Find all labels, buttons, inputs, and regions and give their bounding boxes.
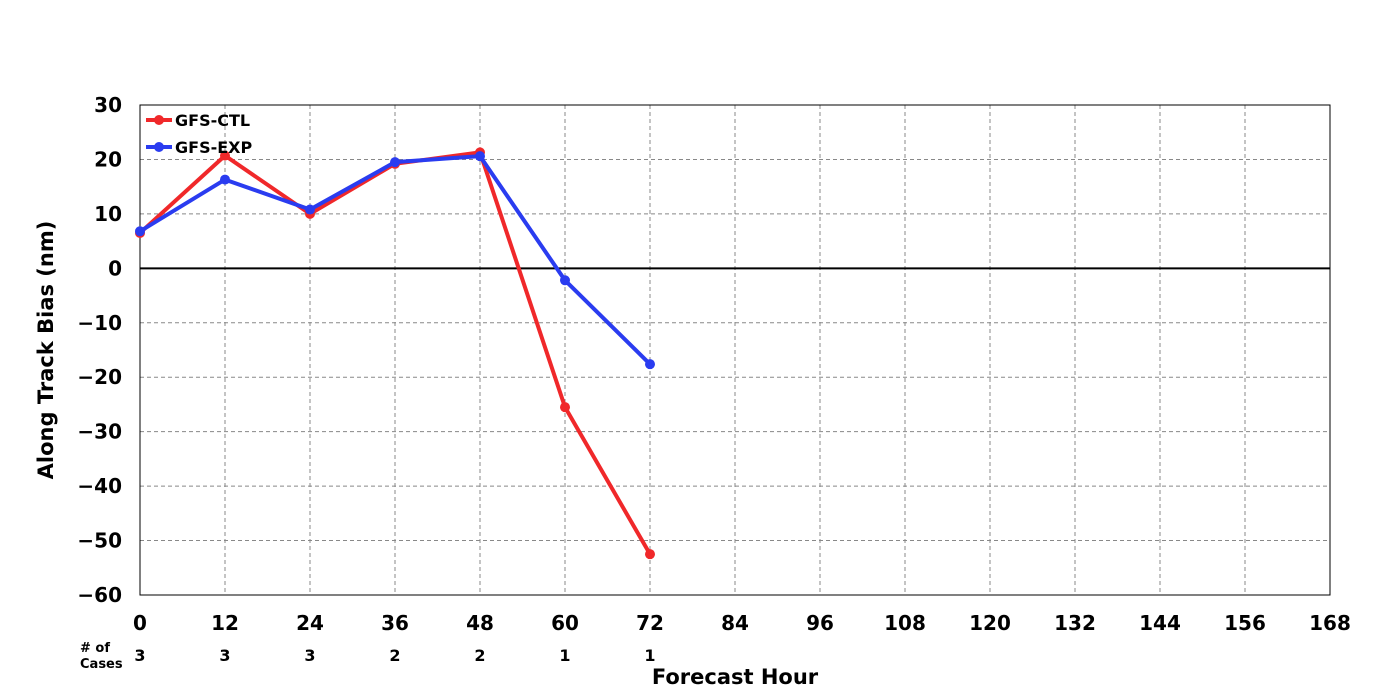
- data-point-gfs-exp: [220, 174, 230, 185]
- y-tick-label: −10: [77, 311, 122, 335]
- x-tick-label: 96: [806, 611, 834, 635]
- x-tick-label: 48: [466, 611, 494, 635]
- case-count: 3: [134, 646, 145, 665]
- y-tick-label: −60: [77, 583, 122, 607]
- cases-header-line-1: # of: [80, 641, 110, 656]
- case-count: 2: [474, 646, 485, 665]
- x-tick-label: 132: [1054, 611, 1096, 635]
- y-tick-label: 20: [94, 147, 122, 171]
- legend-marker-gfs-exp: [154, 142, 164, 152]
- legend-label-gfs-ctl: GFS-CTL: [175, 111, 250, 130]
- data-point-gfs-ctl: [220, 150, 230, 161]
- y-tick-label: 0: [108, 256, 122, 280]
- x-tick-label: 156: [1224, 611, 1266, 635]
- plot-frame: [139, 104, 1331, 596]
- data-point-gfs-exp: [305, 204, 315, 215]
- x-axis-title: Forecast Hour: [652, 665, 819, 689]
- x-tick-label: 168: [1309, 611, 1351, 635]
- x-tick-label: 72: [636, 611, 664, 635]
- y-axis-title: Along Track Bias (nm): [34, 221, 58, 480]
- y-axis-ticks: 30 20 10 0 −10 −20 −30 −40 −50 −60: [77, 93, 122, 607]
- y-tick-label: 30: [94, 93, 122, 117]
- x-tick-label: 24: [296, 611, 324, 635]
- data-point-gfs-exp: [645, 359, 655, 370]
- x-tick-label: 0: [133, 611, 147, 635]
- legend-marker-gfs-ctl: [154, 115, 164, 125]
- case-count: 1: [644, 646, 655, 665]
- series-layer: [135, 147, 655, 560]
- y-tick-label: −50: [77, 529, 122, 553]
- grid: [140, 105, 1330, 595]
- x-tick-label: 120: [969, 611, 1011, 635]
- data-point-gfs-exp: [560, 275, 570, 286]
- x-tick-label: 108: [884, 611, 926, 635]
- y-tick-label: −30: [77, 420, 122, 444]
- x-tick-label: 12: [211, 611, 239, 635]
- cases-header-line-2: Cases: [80, 657, 123, 672]
- x-tick-label: 60: [551, 611, 579, 635]
- data-point-gfs-exp: [390, 157, 400, 168]
- x-tick-label: 84: [721, 611, 749, 635]
- data-point-gfs-ctl: [645, 549, 655, 560]
- cases-row: # of Cases 3 3 3 2 2 1 1: [80, 641, 656, 672]
- y-tick-label: −20: [77, 365, 122, 389]
- case-count: 2: [389, 646, 400, 665]
- case-count: 3: [304, 646, 315, 665]
- data-point-gfs-ctl: [560, 402, 570, 413]
- legend-label-gfs-exp: GFS-EXP: [175, 138, 252, 157]
- y-tick-label: −40: [77, 474, 122, 498]
- legend: GFS-CTL GFS-EXP: [146, 111, 252, 157]
- case-count: 3: [219, 646, 230, 665]
- x-tick-label: 144: [1139, 611, 1181, 635]
- x-tick-label: 36: [381, 611, 409, 635]
- y-tick-label: 10: [94, 202, 122, 226]
- case-count: 1: [559, 646, 570, 665]
- data-point-gfs-exp: [135, 226, 145, 237]
- series-gfs-exp: [135, 151, 655, 370]
- x-axis-ticks: 0 12 24 36 48 60 72 84 96 108 120 132 144 156 168: [133, 611, 1351, 635]
- data-point-gfs-exp: [475, 151, 485, 162]
